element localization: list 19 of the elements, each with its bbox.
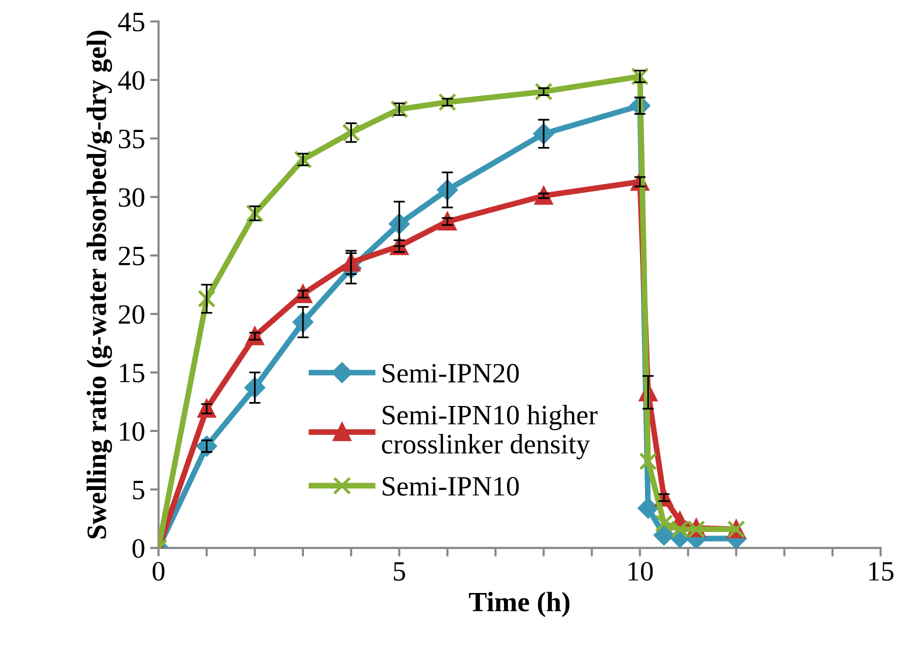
legend-label: Semi-IPN10 higher crosslinker density xyxy=(382,404,598,460)
x-tick-label: 0 xyxy=(152,562,164,581)
y-tick-label: 45 xyxy=(118,12,144,32)
y-tick-label: 5 xyxy=(133,480,144,500)
x-tick-label: 5 xyxy=(394,562,406,581)
y-tick-label: 40 xyxy=(118,71,144,90)
y-tick-label: 20 xyxy=(118,305,144,324)
y-tick-label: 30 xyxy=(118,188,144,207)
y-tick-label: 15 xyxy=(120,364,144,382)
y-tick-label: 0 xyxy=(132,539,144,558)
legend-label: Semi-IPN10 xyxy=(382,476,519,496)
y-tick-label: 10 xyxy=(120,422,144,441)
y-tick-label: 25 xyxy=(118,246,144,266)
legend-label: Semi-IPN20 xyxy=(382,364,519,383)
x-tick-label: 10 xyxy=(628,562,653,581)
x-axis-title: Time (h) xyxy=(468,592,570,618)
y-tick-label: 35 xyxy=(118,130,144,148)
y-axis-title: Swelling ratio (g-water absorbed/g-dry gel) xyxy=(86,30,112,538)
x-tick-label: 15 xyxy=(869,562,894,581)
